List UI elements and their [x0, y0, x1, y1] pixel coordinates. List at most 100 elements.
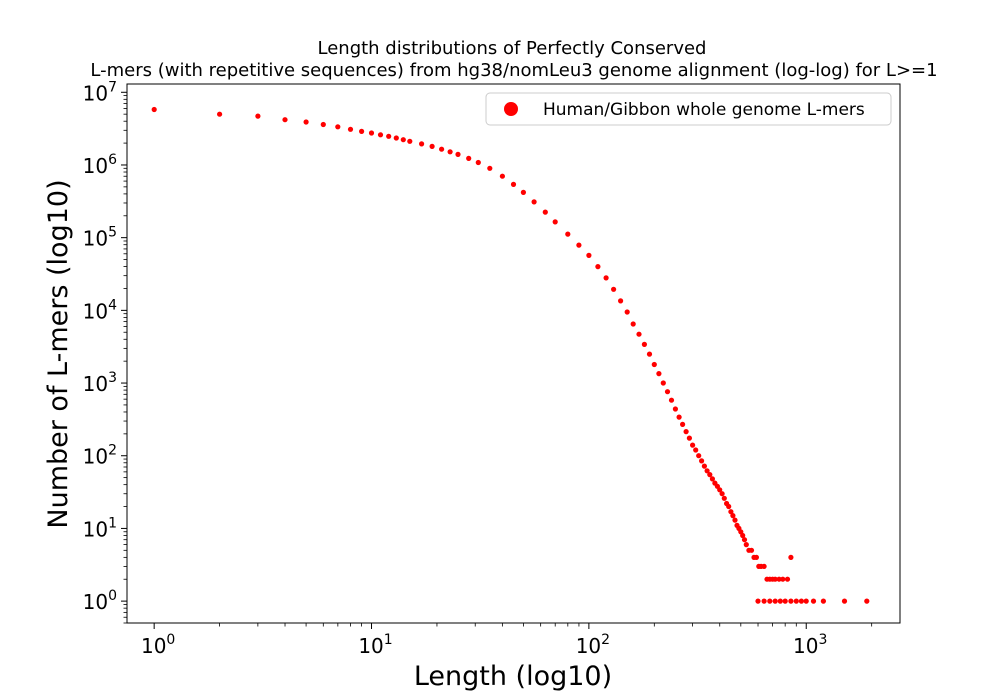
data-point: [542, 209, 548, 215]
data-point: [429, 143, 435, 149]
data-point: [303, 119, 309, 125]
data-point: [704, 468, 710, 474]
y-tick-label: 107: [83, 79, 117, 105]
data-point: [772, 576, 778, 582]
data-point: [664, 389, 671, 395]
data-point: [368, 130, 375, 136]
data-point: [721, 495, 727, 501]
legend-label: Human/Gibbon whole genome L-mers: [543, 100, 865, 120]
data-point: [782, 598, 788, 604]
data-point: [803, 598, 809, 604]
chart-title-line1: Length distributions of Perfectly Conser…: [318, 38, 707, 59]
plot-frame: [126, 83, 901, 624]
data-point: [732, 517, 738, 523]
data-point: [730, 513, 736, 519]
data-point: [743, 542, 749, 548]
data-point: [419, 141, 425, 147]
data-point: [510, 181, 517, 187]
chart-title-line2: L-mers (with repetitive sequences) from …: [90, 60, 937, 81]
data-point: [618, 298, 624, 304]
data-point: [520, 189, 527, 195]
data-point: [753, 554, 760, 561]
data-point: [701, 463, 708, 469]
data-point: [680, 421, 686, 427]
data-point: [217, 111, 223, 117]
data-point: [707, 472, 713, 478]
data-point: [407, 138, 413, 144]
data-point: [656, 371, 662, 377]
data-point: [717, 487, 723, 493]
data-point: [686, 435, 693, 441]
data-point: [255, 113, 261, 119]
data-point: [282, 117, 288, 123]
data-point: [347, 126, 354, 132]
data-point: [611, 286, 617, 292]
data-point: [761, 563, 767, 570]
y-tick-label: 105: [83, 225, 117, 251]
data-point: [151, 106, 157, 113]
data-point: [646, 351, 653, 357]
data-point: [475, 159, 481, 166]
data-point: [788, 598, 794, 604]
data-point: [755, 598, 761, 604]
data-point: [624, 309, 630, 315]
data-point: [776, 576, 782, 582]
y-tick-label: 100: [83, 588, 117, 614]
data-point: [699, 458, 705, 464]
data-point: [780, 576, 786, 582]
data-point: [447, 149, 453, 155]
x-tick-label: 102: [576, 632, 610, 658]
data-point: [810, 598, 817, 604]
legend-marker: [504, 102, 518, 116]
x-tick-label: 101: [358, 632, 392, 658]
data-point: [630, 321, 636, 327]
data-point: [552, 219, 558, 225]
x-tick-label: 103: [793, 632, 827, 658]
data-point: [693, 447, 699, 453]
legend-box: [485, 92, 892, 126]
data-point: [761, 598, 767, 604]
data-point: [788, 554, 794, 561]
x-tick-label: 100: [141, 632, 175, 658]
data-point: [668, 397, 675, 403]
data-point: [709, 476, 716, 482]
data-point: [576, 242, 582, 248]
data-point: [636, 331, 642, 337]
data-point: [864, 598, 870, 604]
data-point: [393, 135, 399, 141]
y-axis-label: Number of L-mers (log10): [43, 179, 74, 528]
data-point: [798, 598, 805, 604]
data-point: [728, 509, 734, 515]
data-point: [499, 173, 505, 179]
data-point: [377, 132, 384, 138]
data-point: [841, 598, 848, 604]
data-point: [359, 128, 365, 134]
data-point: [531, 199, 537, 205]
data-point: [455, 151, 461, 157]
data-point: [683, 429, 689, 435]
data-point: [690, 442, 696, 448]
data-point: [777, 598, 783, 604]
y-tick-label: 102: [83, 443, 117, 469]
data-point: [335, 124, 341, 130]
x-axis-ticks: 100 101 102 103: [141, 623, 873, 658]
data-point: [595, 264, 601, 270]
data-point: [741, 537, 748, 543]
data-point: [320, 121, 326, 128]
data-point: [784, 576, 791, 582]
data-point: [660, 380, 666, 386]
data-point: [820, 598, 827, 604]
data-point: [740, 532, 746, 539]
data-point: [487, 165, 493, 171]
x-axis-label: Length (log10): [414, 661, 612, 692]
data-point: [386, 133, 392, 139]
data-point: [439, 146, 445, 152]
y-tick-label: 106: [83, 152, 117, 178]
legend: Human/Gibbon whole genome L-mers: [485, 92, 892, 126]
data-point: [466, 155, 472, 161]
data-point: [696, 453, 702, 459]
data-point: [767, 598, 773, 604]
data-point: [586, 252, 592, 258]
y-tick-label: 104: [83, 297, 117, 323]
